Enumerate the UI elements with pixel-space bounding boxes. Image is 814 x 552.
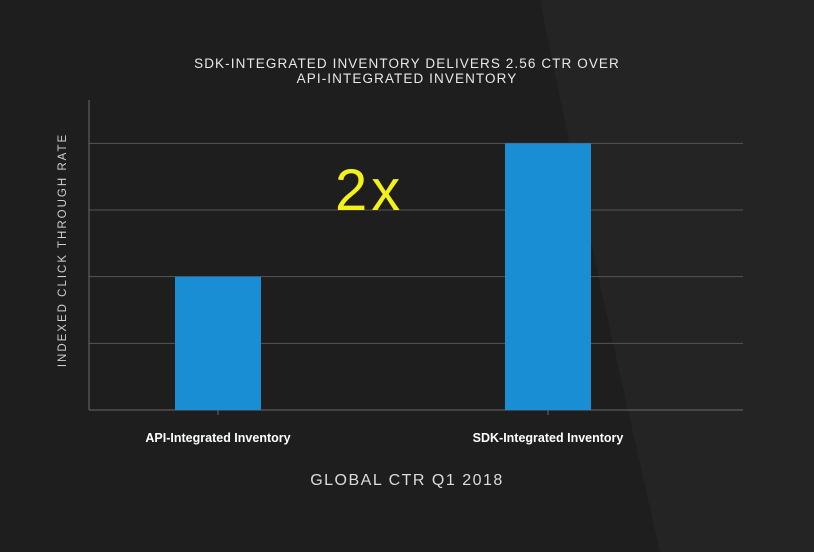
- chart-title-line-2: API-INTEGRATED INVENTORY: [296, 71, 518, 86]
- bars: [175, 143, 591, 411]
- x-axis-label: GLOBAL CTR Q1 2018: [310, 472, 504, 489]
- x-tick-labels: API-Integrated Inventory SDK-Integrated I…: [145, 410, 623, 445]
- x-tick-label-1: API-Integrated Inventory: [145, 431, 290, 445]
- ratio-annotation: 2x: [335, 158, 405, 223]
- chart-title-line-1: SDK-INTEGRATED INVENTORY DELIVERS 2.56 C…: [194, 56, 620, 71]
- x-tick-label-2: SDK-Integrated Inventory: [473, 431, 624, 445]
- bar-api-integrated: [175, 276, 261, 410]
- bar-sdk-integrated: [505, 143, 591, 411]
- chart-title: SDK-INTEGRATED INVENTORY DELIVERS 2.56 C…: [107, 56, 707, 86]
